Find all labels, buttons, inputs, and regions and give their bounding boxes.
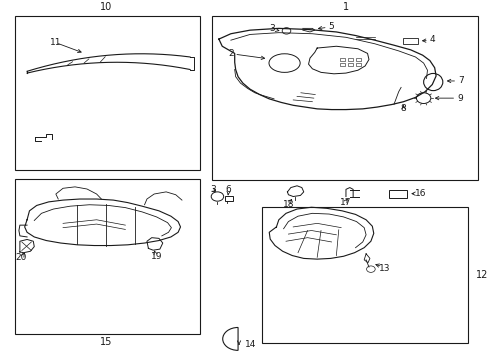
Text: 7: 7 [457,76,463,85]
Text: 14: 14 [245,341,256,350]
Text: 3: 3 [210,185,216,194]
Text: 10: 10 [100,2,112,12]
Bar [403,38,417,45]
Text: 17: 17 [340,198,351,207]
Text: 20: 20 [16,253,27,262]
Bar [355,58,360,60]
Bar [15,16,199,170]
Bar [339,63,344,66]
Text: 8: 8 [400,104,406,113]
Bar [339,58,344,60]
Bar [211,16,477,180]
Text: 2: 2 [227,49,233,58]
Bar [15,179,199,334]
Text: 5: 5 [328,22,334,31]
Text: 19: 19 [150,252,162,261]
Text: 18: 18 [282,200,294,209]
Text: 6: 6 [225,185,231,194]
Bar [224,196,233,201]
Text: 16: 16 [414,189,425,198]
Text: 12: 12 [475,270,488,280]
Bar [355,63,360,66]
Text: 1: 1 [342,2,348,12]
Bar [347,58,352,60]
Text: 3: 3 [269,24,274,33]
Text: 11: 11 [50,38,61,47]
Text: 13: 13 [378,264,389,273]
Bar [262,207,468,343]
Text: 9: 9 [456,94,462,103]
Text: 4: 4 [428,35,434,44]
Text: 15: 15 [100,337,112,347]
Bar [347,63,352,66]
Bar [388,190,407,198]
